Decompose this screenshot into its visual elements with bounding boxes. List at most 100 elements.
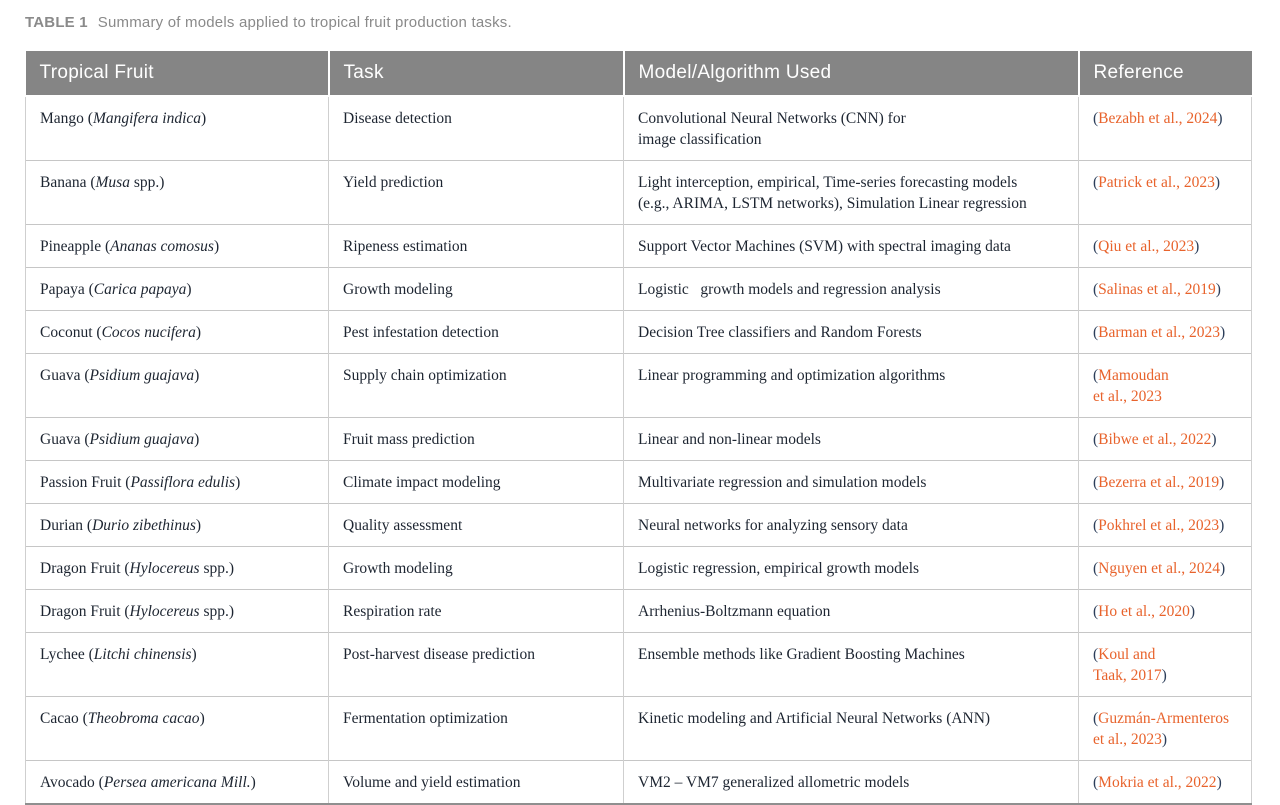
model-cell: Logistic growth models and regression an… (623, 267, 1079, 311)
ref-citation-link[interactable]: Pokhrel et al., 2023 (1098, 517, 1220, 534)
table-caption: TABLE 1 Summary of models applied to trop… (25, 14, 1255, 31)
table-row: Passion Fruit (Passiflora edulis) Climat… (25, 460, 1252, 504)
ref-close-paren: ) (1217, 110, 1223, 127)
column-header-tropical-fruit: Tropical Fruit (25, 51, 329, 96)
reference-cell: (Salinas et al., 2019) (1078, 267, 1252, 311)
model-cell: Light interception, empirical, Time-seri… (623, 160, 1079, 225)
fruit-name-pre: Durian ( (40, 517, 93, 534)
model-cell: Kinetic modeling and Artificial Neural N… (623, 696, 1079, 761)
ref-citation-link[interactable]: Koul and Taak, 2017 (1093, 646, 1162, 684)
table-row: Guava (Psidium guajava) Fruit mass predi… (25, 417, 1252, 461)
task-cell: Fermentation optimization (328, 696, 624, 761)
table-row: Papaya (Carica papaya) Growth modeling L… (25, 267, 1252, 311)
fruit-scientific-name: Hylocereus (129, 560, 200, 577)
ref-citation-link[interactable]: Barman et al., 2023 (1098, 324, 1220, 341)
model-cell: Neural networks for analyzing sensory da… (623, 503, 1079, 547)
model-cell: Linear programming and optimization algo… (623, 353, 1079, 418)
model-cell: Logistic regression, empirical growth mo… (623, 546, 1079, 590)
fruit-name-post: ) (195, 324, 202, 341)
models-summary-table: Tropical Fruit Task Model/Algorithm Used… (25, 51, 1252, 805)
reference-cell: (Bibwe et al., 2022) (1078, 417, 1252, 461)
task-cell: Respiration rate (328, 589, 624, 633)
fruit-cell: Mango (Mangifera indica) (25, 95, 329, 161)
ref-citation-link[interactable]: Nguyen et al., 2024 (1098, 560, 1220, 577)
fruit-name-pre: Papaya ( (40, 281, 94, 298)
fruit-scientific-name: Litchi chinensis (93, 646, 192, 663)
fruit-scientific-name: Psidium guajava (89, 431, 195, 448)
ref-citation-link[interactable]: Bezabh et al., 2024 (1098, 110, 1218, 127)
model-cell: Linear and non-linear models (623, 417, 1079, 461)
table-row: Dragon Fruit (Hylocereus spp.) Growth mo… (25, 546, 1252, 590)
reference-cell: (Guzmán-Armenteros et al., 2023) (1078, 696, 1252, 761)
model-cell: Multivariate regression and simulation m… (623, 460, 1079, 504)
fruit-scientific-name: Cocos nucifera (101, 324, 196, 341)
ref-citation-link[interactable]: Patrick et al., 2023 (1098, 174, 1215, 191)
ref-citation-link[interactable]: Mokria et al., 2022 (1098, 774, 1217, 791)
table-row: Durian (Durio zibethinus) Quality assess… (25, 503, 1252, 547)
fruit-name-pre: Banana ( (40, 174, 96, 191)
ref-citation-link[interactable]: Guzmán-Armenteros et al., 2023 (1093, 710, 1230, 748)
task-cell: Climate impact modeling (328, 460, 624, 504)
table-row: Pineapple (Ananas comosus) Ripeness esti… (25, 224, 1252, 268)
ref-close-paren: ) (1216, 774, 1222, 791)
ref-open-paren: ( (1093, 431, 1099, 448)
ref-open-paren: ( (1093, 174, 1099, 191)
ref-close-paren: ) (1161, 731, 1168, 748)
task-cell: Disease detection (328, 95, 624, 161)
reference-cell: (Mokria et al., 2022) (1078, 760, 1252, 804)
table-row: Guava (Psidium guajava) Supply chain opt… (25, 353, 1252, 418)
reference-cell: (Pokhrel et al., 2023) (1078, 503, 1252, 547)
ref-open-paren: ( (1093, 324, 1099, 341)
ref-citation-link[interactable]: Bibwe et al., 2022 (1098, 431, 1212, 448)
fruit-name-post: spp.) (129, 174, 165, 191)
ref-open-paren: ( (1093, 603, 1099, 620)
fruit-cell: Dragon Fruit (Hylocereus spp.) (25, 546, 329, 590)
task-cell: Yield prediction (328, 160, 624, 225)
column-header-task: Task (327, 51, 624, 96)
reference-cell: (Barman et al., 2023) (1078, 310, 1252, 354)
ref-open-paren: ( (1093, 110, 1099, 127)
fruit-name-post: ) (186, 281, 192, 298)
ref-citation-link[interactable]: Qiu et al., 2023 (1098, 238, 1195, 255)
ref-open-paren: ( (1093, 238, 1099, 255)
task-cell: Supply chain optimization (328, 353, 624, 418)
fruit-scientific-name: Passiflora edulis (130, 474, 236, 491)
fruit-cell: Cacao (Theobroma cacao) (25, 696, 329, 761)
ref-citation-link[interactable]: Bezerra et al., 2019 (1098, 474, 1220, 491)
ref-close-paren: ) (1161, 667, 1167, 684)
table-body: Mango (Mangifera indica) Disease detecti… (25, 95, 1252, 804)
fruit-cell: Pineapple (Ananas comosus) (25, 224, 329, 268)
fruit-cell: Dragon Fruit (Hylocereus spp.) (25, 589, 329, 633)
ref-citation-link[interactable]: Mamoudan et al., 2023 (1093, 367, 1169, 405)
fruit-scientific-name: Psidium guajava (89, 367, 195, 384)
table-row: Cacao (Theobroma cacao) Fermentation opt… (25, 696, 1252, 761)
ref-close-paren: ) (1220, 324, 1226, 341)
fruit-cell: Lychee (Litchi chinensis) (25, 632, 329, 697)
reference-cell: (Bezerra et al., 2019) (1078, 460, 1252, 504)
model-cell: Ensemble methods like Gradient Boosting … (623, 632, 1079, 697)
ref-citation-link[interactable]: Salinas et al., 2019 (1098, 281, 1216, 298)
reference-cell: (Ho et al., 2020) (1078, 589, 1252, 633)
reference-cell: (Qiu et al., 2023) (1078, 224, 1252, 268)
task-cell: Growth modeling (328, 267, 624, 311)
table-row: Lychee (Litchi chinensis) Post-harvest d… (25, 632, 1252, 697)
reference-cell: (Nguyen et al., 2024) (1078, 546, 1252, 590)
ref-open-paren: ( (1093, 710, 1099, 727)
model-cell: VM2 – VM7 generalized allometric models (623, 760, 1079, 804)
ref-close-paren: ) (1194, 238, 1200, 255)
task-cell: Quality assessment (328, 503, 624, 547)
fruit-name-post: spp.) (199, 603, 235, 620)
ref-close-paren: ) (1220, 560, 1226, 577)
fruit-scientific-name: Ananas comosus (110, 238, 214, 255)
task-cell: Volume and yield estimation (328, 760, 624, 804)
fruit-name-post: ) (191, 646, 197, 663)
fruit-cell: Durian (Durio zibethinus) (25, 503, 329, 547)
ref-close-paren: ) (1189, 603, 1196, 620)
ref-open-paren: ( (1093, 281, 1099, 298)
fruit-scientific-name: Theobroma cacao (87, 710, 200, 727)
fruit-name-post: ) (201, 110, 207, 127)
fruit-name-post: ) (235, 474, 241, 491)
ref-open-paren: ( (1093, 517, 1099, 534)
fruit-cell: Passion Fruit (Passiflora edulis) (25, 460, 329, 504)
ref-citation-link[interactable]: Ho et al., 2020 (1098, 603, 1190, 620)
